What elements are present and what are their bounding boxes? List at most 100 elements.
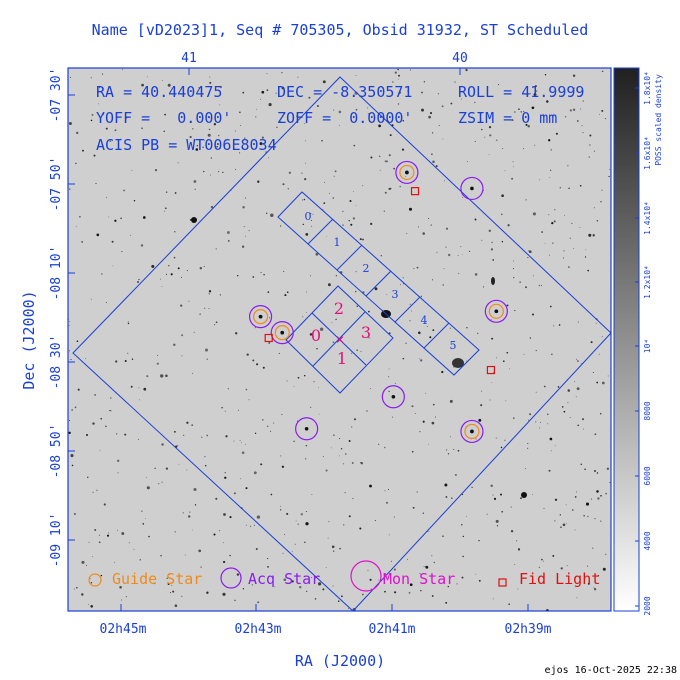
background-star: [297, 376, 300, 379]
background-star: [296, 115, 298, 117]
background-star: [283, 271, 285, 273]
background-star: [448, 253, 451, 257]
background-star: [193, 180, 197, 183]
background-star: [174, 192, 177, 194]
background-star: [475, 438, 477, 440]
background-star: [529, 337, 531, 339]
background-star: [280, 509, 282, 511]
background-star: [597, 497, 600, 500]
background-star: [106, 196, 108, 198]
background-star: [311, 493, 313, 495]
colorbar-tick-label: 10⁴: [643, 339, 652, 353]
background-star: [564, 215, 565, 217]
background-star: [246, 353, 249, 356]
background-star: [600, 201, 602, 203]
colorbar-ticks: [635, 87, 639, 607]
fid-light-marker: [264, 333, 273, 343]
background-star: [531, 106, 535, 110]
colorbar-tick-label: 1.2x10⁴: [643, 265, 652, 299]
background-star: [154, 169, 158, 172]
background-star: [552, 554, 555, 557]
background-star: [388, 154, 391, 157]
background-star: [213, 533, 216, 536]
background-star: [82, 149, 84, 152]
background-star: [566, 565, 568, 567]
yoff-readout: YOFF = 0.000': [96, 109, 231, 127]
galaxy-group: [191, 217, 527, 498]
background-star: [204, 139, 206, 141]
background-star: [411, 405, 414, 408]
background-star: [554, 498, 558, 501]
background-star: [533, 93, 537, 96]
axis-ticks: [68, 68, 529, 611]
background-star: [130, 385, 133, 388]
background-star: [491, 337, 494, 340]
background-star: [587, 582, 590, 585]
background-star: [462, 494, 464, 496]
background-star: [242, 588, 245, 590]
background-star: [491, 382, 493, 383]
background-star: [374, 520, 376, 522]
background-star: [544, 243, 546, 245]
background-star: [315, 252, 319, 256]
background-star: [389, 134, 392, 137]
star-core: [258, 314, 263, 319]
background-star: [514, 111, 516, 113]
background-star: [260, 98, 261, 100]
background-star: [355, 75, 357, 77]
background-star: [596, 220, 599, 222]
background-star: [210, 174, 211, 176]
background-star: [107, 532, 110, 534]
background-star: [167, 83, 171, 87]
background-star: [508, 603, 510, 605]
colorbar: [613, 67, 640, 612]
background-star: [529, 93, 531, 95]
background-star: [219, 104, 221, 106]
background-star: [585, 249, 587, 251]
background-star: [559, 514, 561, 516]
background-star: [368, 337, 370, 339]
background-star: [165, 191, 168, 193]
background-star: [234, 599, 236, 602]
dec-readout: DEC = -8.350571: [277, 83, 412, 101]
background-star: [394, 382, 396, 384]
background-star: [283, 578, 287, 581]
background-star: [549, 254, 551, 256]
background-star: [141, 127, 144, 130]
background-star: [255, 108, 257, 110]
background-star: [245, 235, 246, 237]
background-star: [398, 74, 400, 77]
background-star: [270, 493, 273, 496]
acq-star-marker: [381, 385, 405, 409]
background-star: [223, 513, 226, 516]
background-star: [344, 492, 346, 494]
background-star: [551, 221, 554, 225]
background-star: [525, 468, 526, 470]
background-star: [270, 430, 272, 432]
background-star: [535, 421, 537, 423]
background-star: [591, 498, 593, 500]
background-star: [281, 414, 283, 415]
background-star: [146, 76, 148, 78]
background-star: [438, 124, 440, 127]
background-star: [431, 153, 433, 155]
background-star: [332, 341, 335, 344]
background-star: [388, 376, 390, 378]
background-star: [442, 138, 444, 140]
background-star: [380, 255, 382, 257]
background-star: [593, 207, 595, 209]
background-star: [173, 256, 176, 259]
background-star: [478, 418, 482, 422]
background-star: [449, 327, 451, 329]
background-star: [576, 597, 578, 599]
background-star: [563, 250, 565, 252]
background-star: [527, 124, 530, 128]
fid-light-marker: [410, 187, 420, 196]
star-core: [470, 429, 474, 434]
background-star: [481, 128, 483, 131]
background-star: [601, 336, 603, 338]
background-star: [384, 590, 386, 593]
background-star: [539, 427, 541, 429]
background-star: [544, 74, 547, 76]
background-star: [163, 130, 165, 133]
